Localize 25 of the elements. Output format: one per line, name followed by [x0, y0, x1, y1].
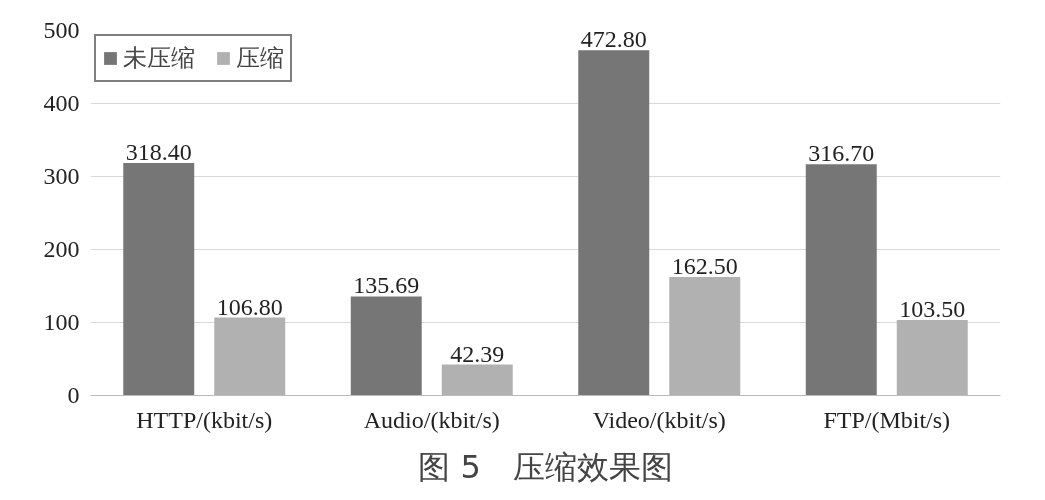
data-label: 162.50 [671, 252, 738, 279]
x-tick-label: FTP/(Mbit/s) [823, 406, 951, 433]
x-tick-label: HTTP/(kbit/s) [136, 406, 273, 433]
bar [578, 50, 650, 396]
data-label: 316.70 [808, 140, 875, 167]
bar [123, 163, 195, 396]
legend-label: 未压缩 [123, 43, 195, 74]
y-tick-label: 300 [43, 163, 80, 189]
data-label: 135.69 [353, 272, 420, 299]
data-label: 103.50 [899, 295, 966, 322]
data-label: 472.80 [580, 26, 647, 53]
bar [350, 296, 422, 396]
y-tick-label: 200 [43, 236, 80, 262]
data-label: 42.39 [450, 340, 505, 367]
text: 图 5 压缩效果图 [418, 447, 673, 486]
y-tick-label: 400 [43, 90, 80, 116]
data-label: 106.80 [216, 293, 283, 320]
y-tick-label: 500 [43, 17, 80, 43]
x-tick-label: Video/(kbit/s) [592, 406, 726, 433]
bar [805, 164, 877, 396]
data-label: 318.40 [125, 139, 192, 166]
y-tick-label: 100 [43, 309, 80, 335]
x-tick-label: Audio/(kbit/s) [363, 406, 500, 433]
y-tick-label: 0 [67, 382, 80, 408]
legend-label: 压缩 [236, 43, 284, 74]
